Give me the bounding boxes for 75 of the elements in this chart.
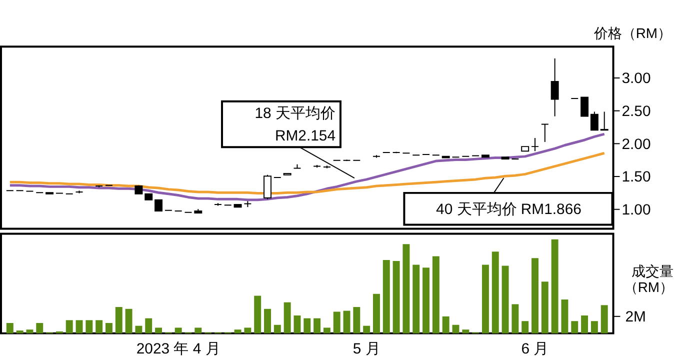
bar: [304, 318, 311, 334]
annotation: 18 天平均价 RM2.154: [254, 104, 336, 145]
bar: [106, 322, 112, 334]
bar: [561, 300, 568, 334]
x-tick-label: 5 月: [352, 340, 380, 358]
y-tick-label: 2.50: [622, 102, 651, 120]
bar: [581, 315, 588, 334]
bar: [541, 282, 548, 334]
candlestick: [540, 124, 549, 142]
bar: [96, 320, 103, 334]
bar: [234, 330, 242, 334]
candlestick: [550, 58, 559, 117]
bar: [135, 326, 142, 334]
y-axis-title: 成交量（RM）: [624, 263, 674, 295]
bar: [66, 320, 73, 334]
bar: [343, 310, 350, 334]
bar: [284, 302, 291, 334]
bar: [452, 324, 460, 334]
bar: [353, 307, 360, 334]
bar: [145, 318, 152, 334]
bar: [155, 328, 162, 334]
bar: [392, 260, 400, 334]
bar: [323, 328, 330, 334]
bar: [462, 330, 470, 334]
y-axis-title: 价格（RM）: [592, 25, 672, 42]
bar: [422, 268, 430, 334]
candlestick: [600, 111, 608, 131]
bar: [432, 256, 440, 334]
annotation: 40 天平均价 RM1.866: [436, 200, 582, 218]
bar: [482, 264, 489, 334]
text: 2M: [625, 308, 646, 326]
bar: [264, 308, 271, 334]
y-tick-label: 1.00: [622, 202, 651, 219]
bar: [254, 296, 262, 334]
bar: [244, 328, 252, 334]
y-tick-label: 1.50: [622, 168, 651, 186]
bar: [373, 294, 380, 334]
bar: [502, 266, 509, 334]
bar: [16, 330, 24, 334]
bar: [442, 316, 450, 334]
x-tick-label: 6 月: [521, 340, 549, 358]
bar: [532, 258, 538, 334]
bar: [125, 308, 132, 334]
y-tick-label: 2.00: [622, 136, 651, 153]
bar: [194, 328, 202, 334]
candlestick: [531, 138, 539, 152]
line-series: [8, 152, 606, 195]
bar: [333, 312, 340, 334]
bar: [492, 252, 499, 334]
bar: [571, 321, 578, 334]
bar: [590, 321, 598, 334]
x-tick-label: 2023 年 4 月: [136, 340, 220, 358]
bar: [412, 264, 420, 334]
candlestick: [590, 111, 598, 131]
bar: [402, 244, 410, 334]
bar: [115, 307, 122, 334]
bar: [294, 315, 301, 334]
bar: [522, 321, 529, 334]
bar: [314, 318, 321, 334]
y-tick-label: 3.00: [622, 70, 651, 87]
bar: [76, 320, 83, 334]
bar: [512, 304, 519, 334]
bar: [6, 322, 14, 334]
candlestick: [154, 199, 163, 212]
bar: [26, 330, 34, 334]
bar: [36, 322, 44, 334]
bar: [174, 328, 182, 334]
bar: [600, 305, 608, 334]
candlestick: [580, 96, 589, 117]
bar: [382, 260, 390, 334]
bar: [86, 320, 93, 334]
candlestick: [264, 174, 272, 200]
bar: [551, 239, 558, 334]
bar: [363, 326, 370, 334]
bar: [274, 324, 281, 334]
